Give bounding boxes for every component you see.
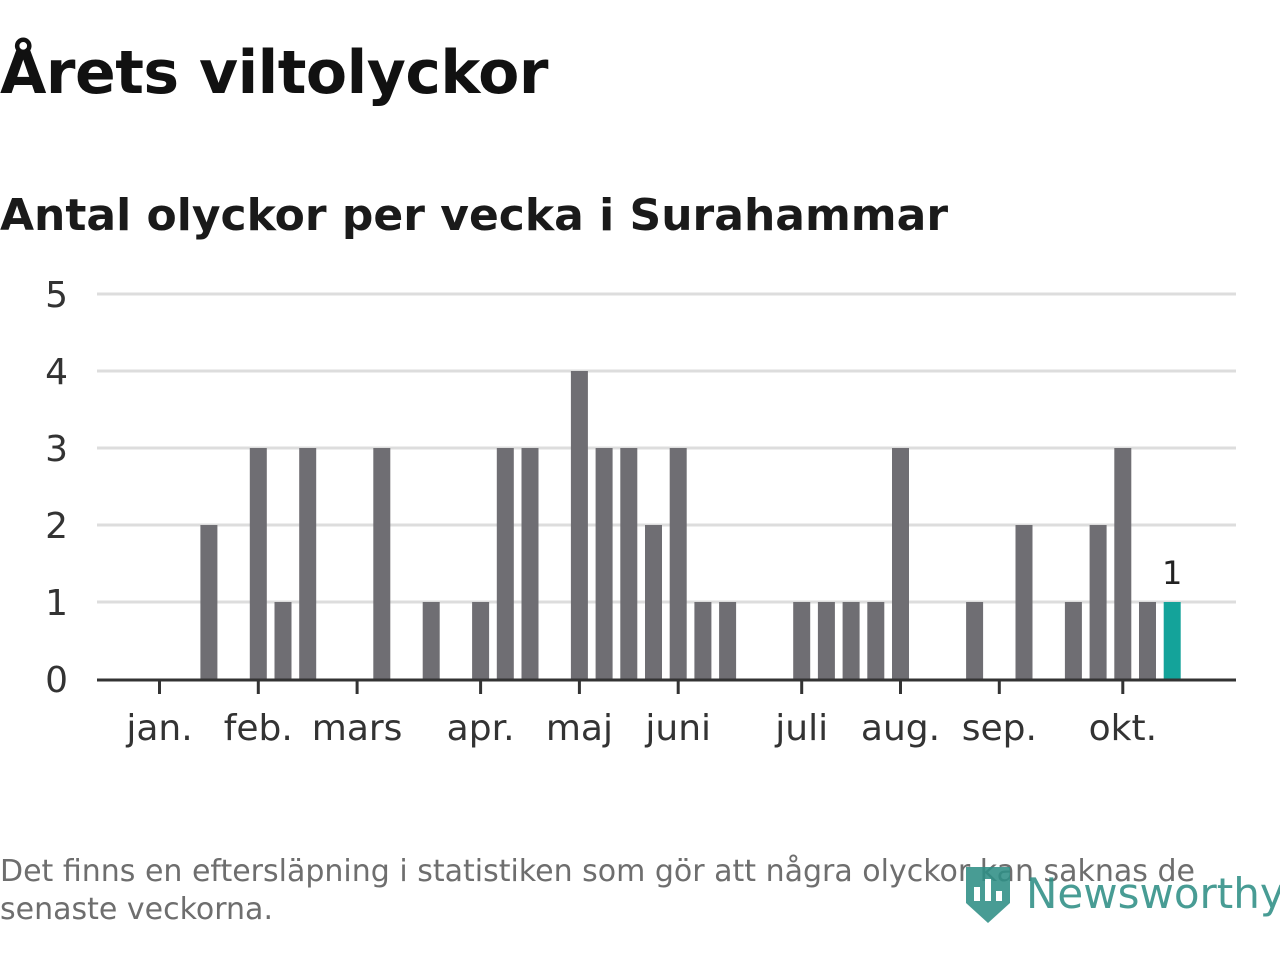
bar — [620, 448, 638, 679]
x-tick-label: aug. — [861, 708, 940, 749]
bar — [892, 448, 909, 679]
gridlines — [97, 292, 1236, 604]
bar — [570, 371, 588, 679]
y-tick-label: 0 — [45, 660, 68, 701]
y-tick-label: 1 — [45, 583, 68, 624]
x-tick-label: mars — [312, 708, 403, 749]
chart-subtitle: Antal olyckor per vecka i Surahammar — [0, 190, 949, 241]
bar-highlight — [1163, 602, 1181, 679]
bar — [817, 602, 835, 679]
bar — [694, 602, 712, 679]
bars — [200, 371, 1181, 679]
bar — [521, 448, 539, 679]
bar — [1114, 448, 1132, 679]
data-label: 1 — [1162, 554, 1182, 592]
newsworthy-logo: Newsworthy — [962, 858, 1280, 928]
bar — [645, 525, 662, 679]
bar — [249, 448, 267, 679]
bar — [793, 602, 811, 679]
newsworthy-chart-icon — [966, 867, 1010, 923]
bar — [1015, 525, 1033, 679]
bar — [274, 602, 292, 679]
bar — [373, 448, 391, 679]
bar — [1064, 602, 1082, 679]
chart-title: Årets viltolyckor — [0, 38, 549, 108]
y-tick-label: 4 — [45, 352, 68, 393]
bar — [1089, 525, 1107, 679]
bar — [966, 602, 984, 679]
bar — [595, 448, 613, 679]
bar — [842, 602, 860, 679]
x-tick-label: feb. — [224, 708, 293, 749]
y-tick-label: 2 — [45, 506, 68, 547]
x-tick-label: sep. — [962, 708, 1037, 749]
bar — [867, 602, 885, 679]
x-tick-label: maj — [546, 708, 613, 749]
bar — [719, 602, 737, 679]
bar — [1139, 602, 1156, 679]
logo-text: Newsworthy — [1026, 868, 1280, 918]
x-tick-label: juni — [644, 708, 711, 749]
x-tick-label: okt. — [1089, 708, 1157, 749]
bar — [422, 602, 440, 679]
bar — [496, 448, 514, 679]
bar — [200, 525, 218, 679]
y-tick-label: 5 — [45, 275, 68, 316]
bar — [669, 448, 687, 679]
x-axis — [97, 678, 1236, 694]
x-tick-label: jan. — [125, 708, 192, 749]
y-tick-label: 3 — [45, 429, 68, 470]
bar-chart: 0 1 2 3 4 5 1 jan. feb. mars apr. maj juni juli aug. se… — [45, 275, 1236, 749]
labels: 0 1 2 3 4 5 1 jan. feb. mars apr. maj juni juli aug. se… — [45, 275, 1182, 749]
x-tick-label: juli — [774, 708, 828, 749]
bar — [472, 602, 490, 679]
bar — [299, 448, 317, 679]
x-tick-label: apr. — [447, 708, 515, 749]
